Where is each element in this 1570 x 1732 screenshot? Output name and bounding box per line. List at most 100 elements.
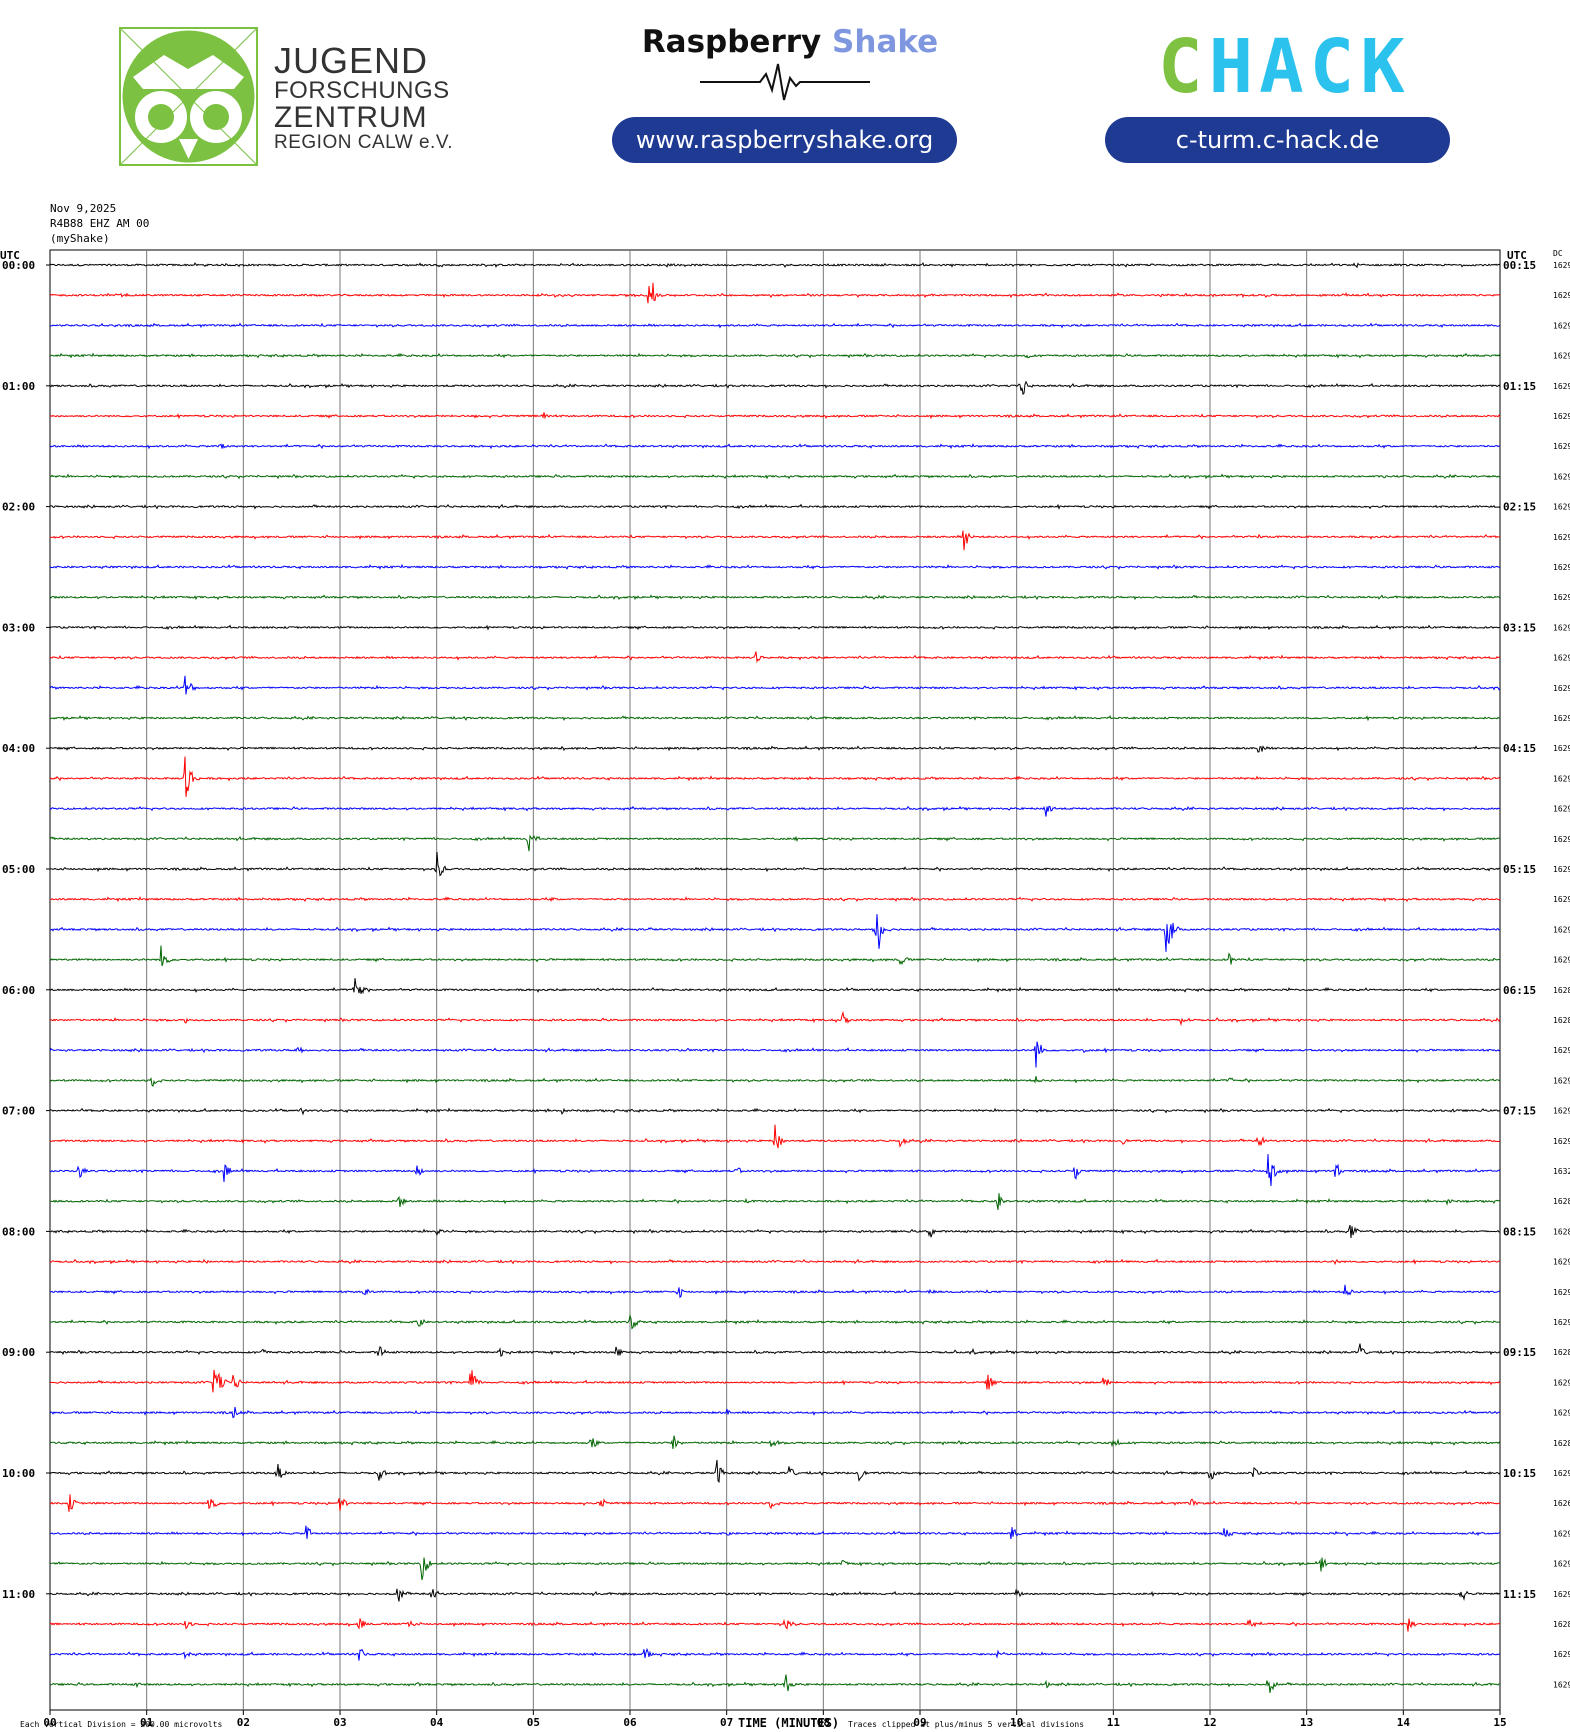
- trace-line: [50, 352, 1501, 359]
- trace-line: [49, 914, 1501, 952]
- x-tick-label: 13: [1300, 1716, 1313, 1729]
- trace-line: [49, 563, 1501, 570]
- x-tick-label: 06: [623, 1716, 637, 1729]
- trace-line: [49, 1107, 1501, 1116]
- trace-line: [49, 1674, 1500, 1693]
- trace-line: [49, 978, 1500, 995]
- chack-logo: CHACK: [1158, 30, 1411, 104]
- dc-offset-label: 16288: [1553, 1197, 1570, 1206]
- dc-offset-label: 16292: [1553, 1680, 1570, 1689]
- x-tick-label: 14: [1397, 1716, 1411, 1729]
- trace-line: [49, 651, 1501, 664]
- dc-offset-label: 16288: [1553, 1227, 1570, 1236]
- trace-line: [49, 834, 1501, 852]
- trace-line: [49, 322, 1501, 329]
- dc-offset-label: 16294: [1553, 835, 1570, 844]
- dc-offset-label: 16293: [1553, 774, 1570, 783]
- dc-offset-label: 16293: [1553, 503, 1570, 512]
- trace-line: [49, 1494, 1500, 1512]
- rs-title-b: Shake: [832, 24, 939, 60]
- hour-label-right: 02:15: [1503, 501, 1536, 514]
- dc-offset-label: 16289: [1553, 1016, 1570, 1025]
- x-tick-label: 05: [527, 1716, 540, 1729]
- trace-line: [49, 896, 1501, 903]
- trace-line: [49, 503, 1501, 510]
- hour-label-right: 10:15: [1503, 1467, 1536, 1480]
- x-tick-label: 09: [913, 1716, 926, 1729]
- hour-label-left: 00:00: [2, 259, 35, 272]
- x-tick-label: 03: [333, 1716, 346, 1729]
- dc-offset-label: 16292: [1553, 623, 1570, 632]
- x-axis-title: TIME (MINUTES): [738, 1716, 839, 1730]
- meta-network: (myShake): [50, 232, 110, 245]
- trace-line: [49, 412, 1501, 420]
- dc-offset-label: 16292: [1553, 1107, 1570, 1116]
- dc-offset-label: 16293: [1553, 1590, 1570, 1599]
- jfz-line-1: JUGEND: [274, 40, 429, 81]
- trace-line: [49, 594, 1501, 601]
- x-tick-label: 08: [817, 1716, 830, 1729]
- footer-left: Each Vertical Division = 200.00 microvol…: [20, 1720, 222, 1729]
- hour-label-left: 01:00: [2, 380, 35, 393]
- dc-offset-label: 16293: [1553, 895, 1570, 904]
- hour-label-left: 04:00: [2, 742, 35, 755]
- trace-line: [49, 624, 1501, 631]
- trace-line: [49, 1459, 1501, 1484]
- hour-label-left: 05:00: [2, 863, 35, 876]
- x-tick-label: 01: [140, 1716, 154, 1729]
- dc-label: DC: [1553, 249, 1563, 258]
- hour-label-right: 08:15: [1503, 1225, 1536, 1238]
- dc-offset-label: 16292: [1553, 1318, 1570, 1327]
- hour-label-right: 00:15: [1503, 259, 1536, 272]
- trace-line: [49, 1525, 1501, 1540]
- trace-line: [49, 1343, 1501, 1357]
- trace-line: [49, 443, 1501, 450]
- trace-line: [49, 1588, 1501, 1602]
- axis-labels: 00 01 02 03 04 05 06 07 08 09 10 11 12 13 14 15 16294 00:…: [2, 259, 1570, 1729]
- trace-line: [49, 756, 1501, 797]
- trace-line: [49, 262, 1501, 269]
- trace-line: [50, 1313, 1501, 1330]
- trace-line: [49, 1618, 1500, 1632]
- x-tick-label: 07: [720, 1716, 733, 1729]
- trace-line: [49, 745, 1500, 753]
- dc-offset-label: 16293: [1553, 714, 1570, 723]
- jfz-line-4: REGION CALW e.V.: [274, 132, 454, 153]
- dc-offset-label: 16326: [1553, 1167, 1570, 1176]
- hour-label-left: 07:00: [2, 1105, 35, 1118]
- dc-offset-label: 16289: [1553, 986, 1570, 995]
- traces: [49, 262, 1501, 1693]
- chack-url-link[interactable]: c-turm.c-hack.de: [1105, 117, 1450, 163]
- hour-label-left: 06:00: [2, 984, 35, 997]
- chack-c: C: [1158, 24, 1209, 110]
- dc-offset-label: 16294: [1553, 1288, 1570, 1297]
- raspberryshake-url-link[interactable]: www.raspberryshake.org: [612, 117, 957, 163]
- x-tick-label: 11: [1107, 1716, 1121, 1729]
- trace-line: [49, 1406, 1501, 1419]
- trace-line: [49, 1224, 1501, 1238]
- dc-offset-label: 16293: [1553, 925, 1570, 934]
- trace-line: [49, 805, 1501, 817]
- trace-line: [49, 1369, 1501, 1393]
- trace-line: [49, 473, 1501, 480]
- jfz-name: JUGEND FORSCHUNGS ZENTRUM REGION CALW e.…: [274, 40, 454, 153]
- dc-offset-label: 16297: [1553, 442, 1570, 451]
- raspberry-shake-title: Raspberry Shake: [610, 24, 970, 60]
- hour-label-right: 01:15: [1503, 380, 1536, 393]
- dc-offset-label: 16293: [1553, 563, 1570, 572]
- trace-line: [49, 1284, 1501, 1299]
- dc-offset-label: 16289: [1553, 1620, 1570, 1629]
- hour-label-left: 08:00: [2, 1225, 35, 1238]
- x-tick-label: 12: [1203, 1716, 1216, 1729]
- trace-line: [49, 1258, 1501, 1266]
- seismogram-icon: [700, 63, 870, 101]
- trace-line: [49, 1647, 1501, 1661]
- chack-rest: HACK: [1208, 24, 1411, 110]
- dc-offset-label: 16294: [1553, 865, 1570, 874]
- trace-line: [49, 1193, 1501, 1210]
- dc-offset-label: 16292: [1553, 956, 1570, 965]
